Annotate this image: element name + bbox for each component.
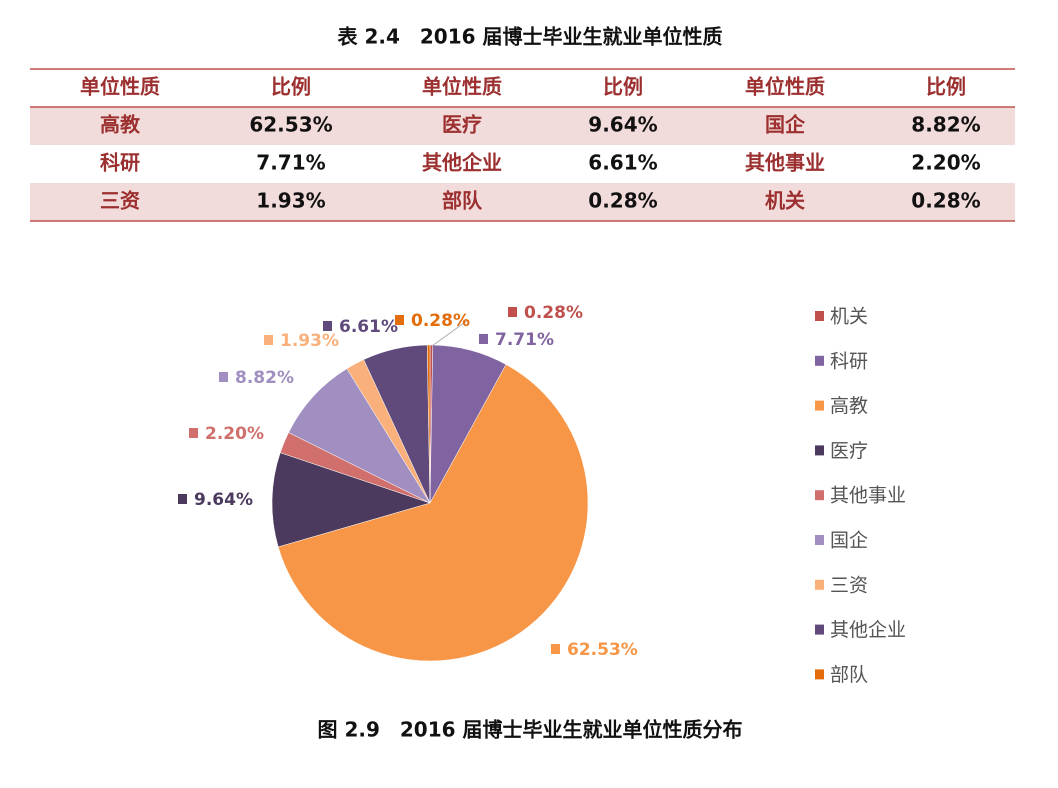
header-cell: 比例 [926, 75, 966, 99]
data-label: 0.28% [411, 311, 470, 331]
legend-label: 其他事业 [830, 485, 906, 507]
pie-slice [271, 452, 431, 548]
pie-slice [426, 344, 431, 504]
table-cell: 62.53% [249, 113, 332, 137]
table-cell: 9.64% [588, 113, 657, 137]
legend-swatch [815, 535, 824, 545]
label-swatch [323, 321, 332, 331]
label-swatch [219, 372, 228, 382]
data-label: 62.53% [567, 640, 638, 660]
data-label: 8.82% [235, 368, 294, 388]
table-cell: 机关 [765, 189, 805, 213]
header-cell: 单位性质 [745, 75, 825, 99]
legend-label: 高教 [830, 395, 868, 417]
header-cell: 单位性质 [80, 75, 160, 99]
figure-caption: 图 2.9 2016 届博士毕业生就业单位性质分布 [317, 718, 742, 742]
legend-swatch [815, 445, 824, 456]
legend-swatch [815, 490, 824, 501]
data-label: 0.28% [524, 303, 583, 323]
label-swatch [395, 315, 404, 325]
table-cell: 2.20% [911, 151, 980, 175]
table-cell: 三资 [100, 189, 140, 213]
table-cell: 0.28% [911, 189, 980, 213]
label-swatch [178, 494, 187, 504]
table-title: 表 2.4 2016 届博士毕业生就业单位性质 [337, 25, 722, 49]
label-swatch [551, 644, 560, 654]
pie-slice [277, 364, 589, 662]
table-cell: 6.61% [588, 151, 657, 175]
data-label: 9.64% [194, 490, 253, 510]
legend-label: 其他企业 [830, 619, 906, 641]
legend-swatch [815, 579, 824, 590]
data-label: 2.20% [205, 424, 264, 444]
legend-swatch [815, 669, 824, 680]
label-swatch [264, 335, 273, 345]
label-swatch [479, 334, 488, 344]
legend-label: 科研 [830, 350, 868, 372]
table-cell: 高教 [100, 113, 141, 137]
data-label: 6.61% [339, 317, 398, 337]
table-cell: 医疗 [442, 113, 482, 137]
table-cell: 其他企业 [422, 151, 502, 175]
legend-label: 三资 [830, 574, 868, 596]
row-band [30, 183, 1015, 221]
label-swatch [189, 428, 198, 438]
header-cell: 比例 [271, 75, 311, 99]
leader-line [431, 319, 469, 347]
legend-swatch [815, 355, 824, 366]
legend-swatch [815, 624, 824, 635]
table-cell: 1.93% [256, 189, 325, 213]
legend-label: 部队 [830, 664, 868, 686]
table-cell: 7.71% [256, 151, 325, 175]
table-cell: 部队 [442, 189, 483, 213]
pie-slice [288, 368, 431, 504]
table-cell: 国企 [765, 113, 806, 137]
label-swatch [508, 307, 517, 317]
legend-label: 机关 [830, 306, 868, 328]
header-cell: 比例 [603, 75, 643, 99]
header-cell: 单位性质 [422, 75, 502, 99]
row-band [30, 107, 1015, 145]
legend-swatch [815, 311, 824, 321]
table-cell: 其他事业 [745, 151, 825, 175]
table-cell: 0.28% [588, 189, 657, 213]
legend-swatch [815, 400, 824, 411]
table-cell: 科研 [100, 151, 140, 175]
data-label: 7.71% [495, 330, 554, 350]
data-label: 1.93% [280, 331, 339, 351]
table-cell: 8.82% [911, 113, 980, 137]
legend-label: 医疗 [830, 440, 868, 462]
legend-label: 国企 [830, 530, 868, 552]
